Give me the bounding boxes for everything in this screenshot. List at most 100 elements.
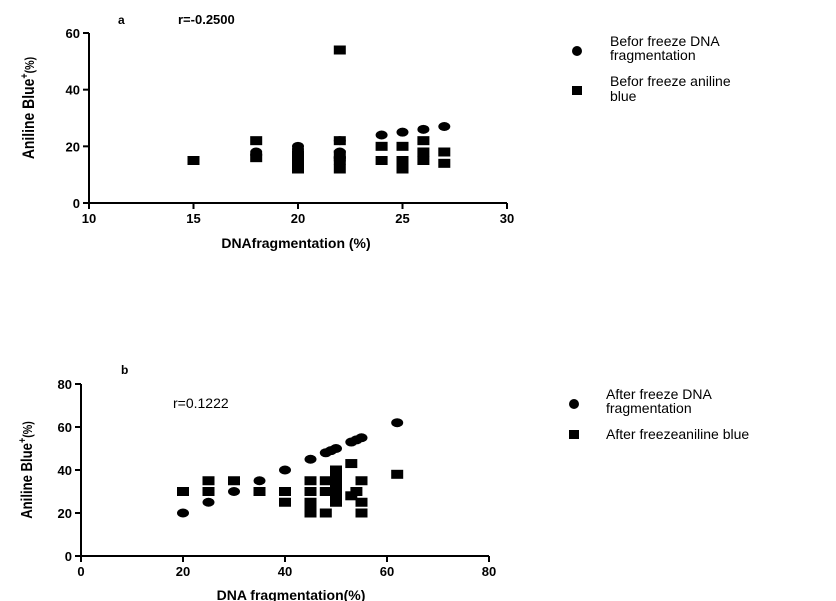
panel-a-plot: 10 15 20 25 30 0 20 40 60 <box>66 26 515 226</box>
panel-b-series-2-point <box>202 487 215 496</box>
panel-a-legend-2-line1: Befor freeze aniline <box>610 73 731 89</box>
panel-b-series-1-point <box>228 487 240 496</box>
legend-square-marker <box>569 430 579 439</box>
panel-b-ylabel: Aniline Blue+(%) <box>17 421 36 519</box>
panel-a-xlabel: DNAfragmentation (%) <box>221 235 370 251</box>
panel-a-x-tick-label: 25 <box>395 211 409 226</box>
panel-b-series-2-point <box>279 497 291 507</box>
panel-b-series-2-point <box>253 487 266 496</box>
panel-a-series-2-point <box>292 150 304 160</box>
panel-b-series-2-point <box>304 476 317 486</box>
panel-b-series-2-point <box>319 487 332 496</box>
panel-b-series-2-point <box>355 497 368 507</box>
panel-a-correlation: r=-0.2500 <box>178 12 235 27</box>
panel-b-series-2-point <box>319 476 332 486</box>
panel-a-series-2-point <box>333 45 346 55</box>
panel-b-series-2-point <box>330 476 342 486</box>
panel-b-series-1-point <box>304 454 317 464</box>
panel-b-x-tick-label: 60 <box>380 564 394 579</box>
panel-b-series-2-point <box>330 497 342 507</box>
panel-b-series-2-point <box>355 476 368 486</box>
panel-b-series-2-point <box>330 491 342 501</box>
panel-b-y-tick-label: 40 <box>58 463 72 478</box>
panel-a-y-tick-label: 60 <box>66 26 80 41</box>
panel-b-series-2-point <box>177 487 189 496</box>
panel-a-x-tick-label: 15 <box>186 211 200 226</box>
panel-b-series-2-point <box>355 508 368 518</box>
panel-b-series-1-point <box>330 444 342 453</box>
panel-a-y-tick-label: 0 <box>73 196 80 211</box>
panel-a-series-2-point <box>396 164 409 174</box>
panel-a-label: a <box>118 13 125 27</box>
panel-b-correlation: r=0.1222 <box>173 395 229 411</box>
panel-b-legend-2: After freezeaniline blue <box>606 426 749 442</box>
panel-a-series-2-point <box>333 164 346 174</box>
panel-b-series-2-point <box>391 469 404 479</box>
panel-b-xlabel: DNA fragmentation(%) <box>217 587 366 601</box>
panel-a-legend-1-line2: fragmentation <box>610 47 696 63</box>
panel-a-series-2-point <box>292 156 304 165</box>
panel-a-series-2-point <box>250 153 263 163</box>
panel-a-series-1-point <box>438 122 451 131</box>
panel-a-legend: Befor freeze DNA fragmentation Befor fre… <box>572 33 731 104</box>
panel-a-y-tick-label: 20 <box>66 139 80 154</box>
panel-a-series-2-point <box>396 156 409 165</box>
panel-b-series-2-point <box>350 487 363 496</box>
panel-b-legend: After freeze DNA fragmentation After fre… <box>569 386 749 442</box>
legend-square-marker <box>572 86 582 95</box>
panel-a-series-2-point <box>438 158 451 168</box>
panel-a-ylabel-group: Aniline Blue+(%) <box>19 57 38 159</box>
panel-a-series-2-point <box>333 150 346 160</box>
panel-b-series-2-point <box>304 487 317 496</box>
panel-b-y-tick-label: 80 <box>58 377 72 392</box>
panel-b-series-1-point <box>177 508 189 518</box>
panel-b-series-1-point <box>202 497 215 507</box>
panel-a-legend-1-line1: Befor freeze DNA <box>610 33 720 49</box>
panel-b-label: b <box>121 363 128 377</box>
panel-a-series-2-point <box>417 136 430 146</box>
panel-a: a r=-0.2500 Aniline Blue+(%) DNAfragment… <box>19 12 731 251</box>
panel-a-y-tick-label: 40 <box>66 83 80 98</box>
panel-b-series-2-point <box>304 508 317 518</box>
panel-b-series-1-point <box>279 465 291 475</box>
panel-a-series-1-point <box>375 130 388 140</box>
panel-b-series-2-point <box>279 487 291 496</box>
panel-a-series-2-point <box>417 156 430 165</box>
panel-b-ylabel-group: Aniline Blue+(%) <box>17 421 36 519</box>
panel-a-series-2-point <box>187 156 200 165</box>
panel-b-series-1-point <box>391 418 404 428</box>
panel-b-y-tick-label: 0 <box>65 549 72 564</box>
panel-b-x-tick-label: 40 <box>278 564 292 579</box>
panel-b-y-tick-label: 20 <box>58 506 72 521</box>
panel-b-plot: 0 20 40 60 80 0 20 40 60 80 <box>58 377 497 579</box>
panel-b-x-tick-label: 0 <box>77 564 84 579</box>
panel-a-series-2-point <box>396 141 409 151</box>
panel-a-legend-2-line2: blue <box>610 88 637 104</box>
panel-b-series-2-point <box>330 469 342 479</box>
panel-b-series-2-point <box>319 508 332 518</box>
panel-a-series-1-point <box>396 127 409 137</box>
panel-b-legend-1-line1: After freeze DNA <box>606 386 712 402</box>
panel-b-x-tick-label: 80 <box>482 564 496 579</box>
panel-a-series-2-point <box>250 136 263 146</box>
legend-circle-marker <box>569 399 579 409</box>
panel-a-series-2-point <box>333 156 346 165</box>
panel-a-x-tick-label: 20 <box>291 211 305 226</box>
panel-a-series-1-point <box>417 124 430 134</box>
panel-b-series-2-point <box>304 497 317 507</box>
panel-a-series-2-point <box>375 141 388 151</box>
panel-b-x-tick-label: 20 <box>176 564 190 579</box>
legend-circle-marker <box>572 46 582 56</box>
panel-a-series-2-point <box>375 156 388 165</box>
panel-b-series-2-point <box>228 476 240 486</box>
panel-a-series-2-point <box>333 136 346 146</box>
panel-b-series-1-point <box>355 433 368 443</box>
panel-a-series-2-point <box>292 164 304 174</box>
panel-b-series-2-point <box>345 459 358 469</box>
panel-a-ylabel: Aniline Blue+(%) <box>19 57 38 159</box>
panel-b-legend-1-line2: fragmentation <box>606 400 692 416</box>
panel-b-series-1-point <box>253 476 266 486</box>
panel-b-series-2-point <box>202 476 215 486</box>
panel-a-x-tick-label: 30 <box>500 211 514 226</box>
